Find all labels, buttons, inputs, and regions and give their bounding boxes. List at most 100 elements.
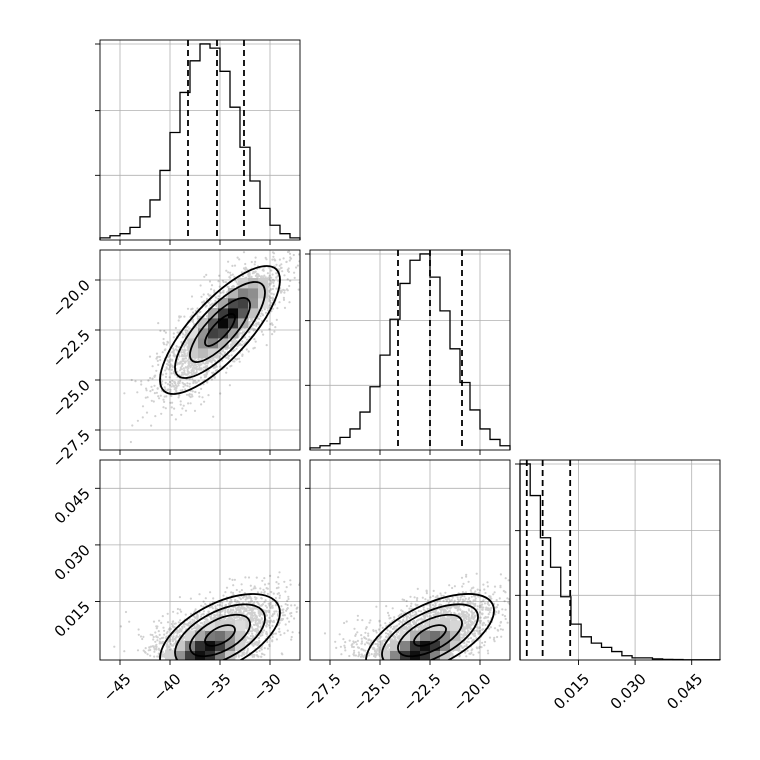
sample-point [178,315,181,318]
sample-point [244,626,248,629]
sample-point [247,622,250,625]
sample-point [275,581,278,584]
sample-point [300,264,302,266]
sample-point [198,364,201,367]
sample-point [191,318,195,321]
sample-point [265,621,268,625]
sample-point [136,391,139,394]
sample-point [140,380,143,383]
sample-point [183,345,186,348]
y-tick-label: −20.0 [49,276,94,321]
sample-point [253,629,256,632]
sample-point [167,388,170,391]
sample-point [244,621,248,624]
sample-point [170,413,173,417]
sample-point [252,328,256,331]
sample-point [239,609,242,612]
sample-point [265,622,268,625]
sample-point [271,615,274,618]
sample-point [163,655,166,658]
sample-point [260,617,264,621]
sample-point [192,380,195,383]
density-cell [218,308,229,319]
sample-point [147,649,150,652]
sample-point [246,647,249,650]
density-cell [218,328,229,339]
sample-point [227,354,230,357]
sample-point [171,640,174,643]
sample-point [277,244,279,246]
sample-point [222,594,225,597]
sample-point [282,296,285,299]
sample-point [258,614,261,617]
sample-point [204,366,207,369]
sample-point [272,297,275,300]
sample-point [183,348,186,351]
sample-point [247,624,250,627]
gridlines [100,40,300,240]
sample-point [190,371,193,374]
sample-point [289,256,292,259]
sample-point [157,395,160,398]
sample-point [242,610,246,613]
sample-point [250,276,253,279]
sample-point [207,369,210,372]
sample-point [194,309,197,312]
sample-point [288,252,292,255]
sample-point [213,613,216,616]
sample-point [175,387,178,390]
sample-point [256,627,259,630]
sample-point [238,357,241,360]
sample-point [231,578,234,582]
sample-point [224,609,227,612]
sample-point [205,375,208,378]
sample-point [232,360,235,363]
sample-point [181,362,184,365]
sample-point [209,615,212,619]
sample-point [216,612,219,615]
sample-point [207,610,210,613]
sample-point [166,389,169,392]
sample-point [154,631,157,634]
sample-point [158,649,161,652]
sample-point [262,333,265,336]
sample-point [254,619,257,622]
sample-point [260,309,264,312]
sample-point [165,643,168,646]
sample-point [184,366,187,369]
sample-point [187,360,190,364]
sample-point [271,273,274,276]
sample-point [190,393,193,396]
sample-point [156,639,159,642]
sample-point [186,373,189,376]
sample-point [232,349,235,353]
sample-point [197,379,200,382]
sample-point [284,590,287,593]
sample-point [248,612,251,615]
sample-point [258,609,261,612]
sample-point [183,315,186,318]
sample-point [232,608,235,611]
sample-point [242,251,246,254]
sample-point [205,361,208,364]
sample-point [225,618,229,622]
sample-point [264,256,267,259]
sample-point [184,388,187,391]
sample-point [190,363,194,366]
sample-point [221,291,224,294]
sample-point [230,354,233,357]
sample-point [180,360,183,363]
sample-point [265,632,268,635]
sample-point [147,379,150,382]
sample-point [273,248,275,250]
sample-point [165,367,168,370]
sample-point [212,616,215,619]
sample-point [168,384,172,387]
sample-point [188,393,191,396]
sample-point [233,264,237,267]
sample-point [270,269,273,272]
sample-point [162,406,165,409]
sample-point [238,608,241,611]
sample-point [256,641,259,644]
sample-point [245,652,248,655]
